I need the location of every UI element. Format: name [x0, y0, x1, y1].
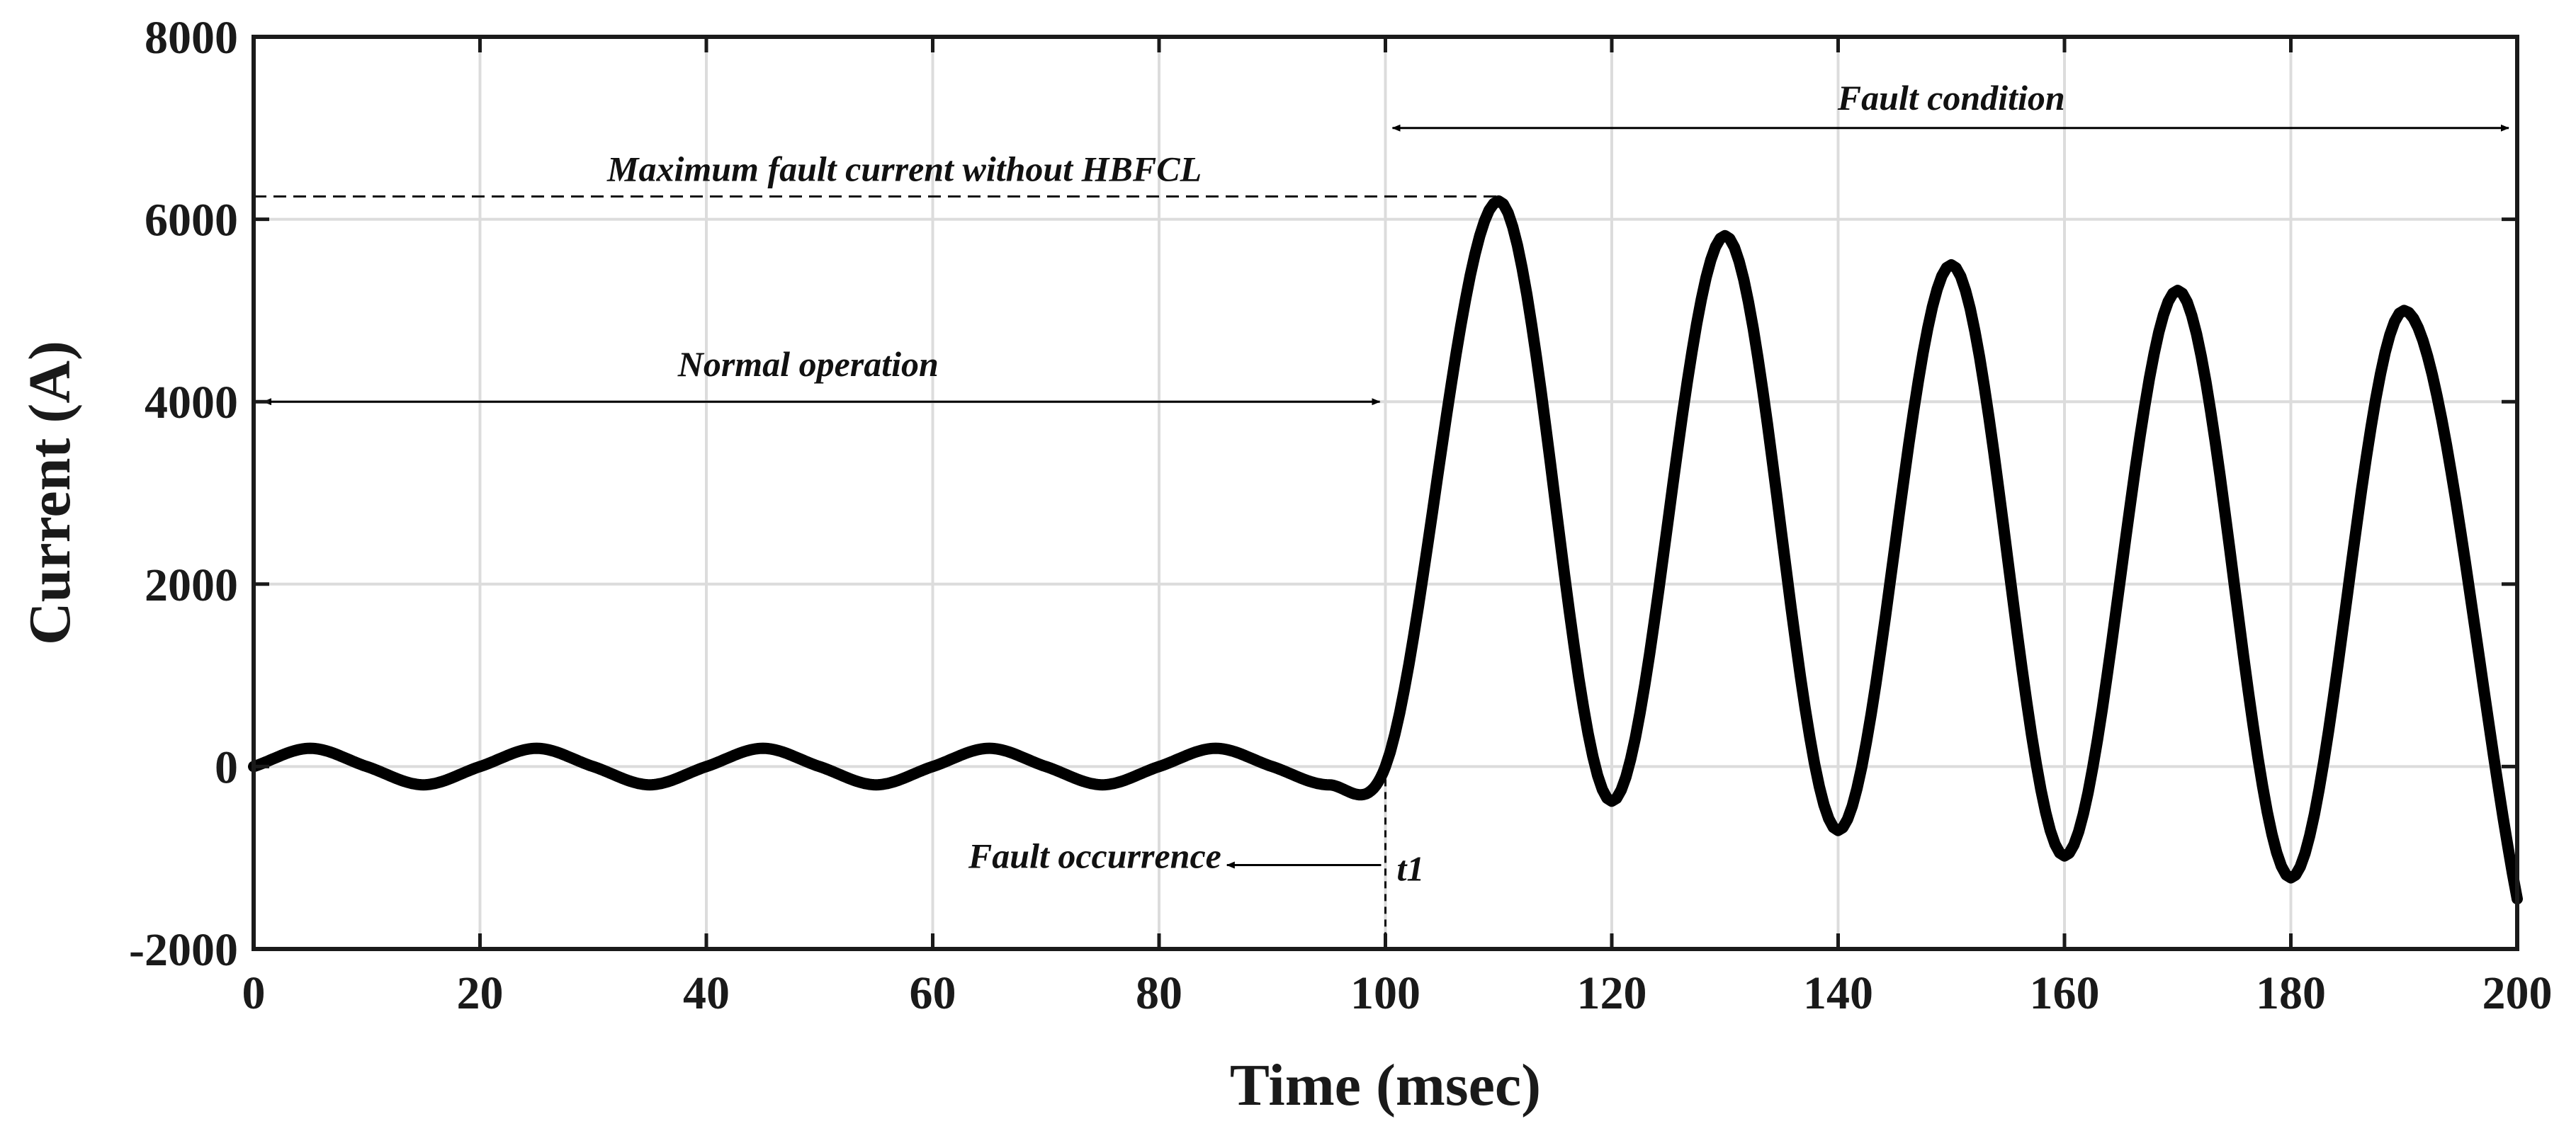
x-tick-label: 60 — [910, 967, 956, 1019]
reference-lines — [254, 124, 2509, 949]
series-layer — [248, 195, 2523, 905]
x-tick-label: 180 — [2256, 967, 2326, 1019]
fault-occurrence-label: Fault occurrence — [968, 836, 1221, 876]
x-tick-label: 40 — [683, 967, 730, 1019]
y-axis-title: Current (A) — [17, 341, 83, 645]
y-tick-label: 2000 — [145, 559, 238, 611]
x-tick-label: 160 — [2030, 967, 2100, 1019]
ticks: 0 20 40 60 80 100 120 140 160 180 200-200002000400… — [129, 12, 2552, 1019]
x-tick-label: 20 — [457, 967, 504, 1019]
y-tick-label: 6000 — [145, 195, 238, 246]
x-tick-label: 140 — [1803, 967, 1873, 1019]
max-fault-current-label: Maximum fault current without HBFCL — [606, 149, 1202, 188]
fault-condition-label: Fault condition — [1837, 78, 2065, 118]
x-tick-label: 0 — [242, 967, 266, 1019]
y-tick-label: -2000 — [129, 924, 238, 976]
grid — [254, 37, 2517, 949]
x-tick-label: 100 — [1350, 967, 1420, 1019]
x-tick-label: 120 — [1577, 967, 1647, 1019]
normal-operation-label: Normal operation — [677, 344, 939, 384]
y-tick-label: 0 — [215, 741, 238, 793]
annotations: Fault condition Maximum fault current wi… — [606, 78, 2065, 889]
y-tick-label: 4000 — [145, 377, 238, 428]
x-tick-label: 80 — [1136, 967, 1182, 1019]
x-axis-title: Time (msec) — [1230, 1052, 1541, 1118]
t1-label: t1 — [1397, 848, 1425, 888]
y-tick-label: 8000 — [145, 12, 238, 64]
current-series-line — [248, 195, 2523, 905]
x-tick-label: 200 — [2482, 967, 2553, 1019]
